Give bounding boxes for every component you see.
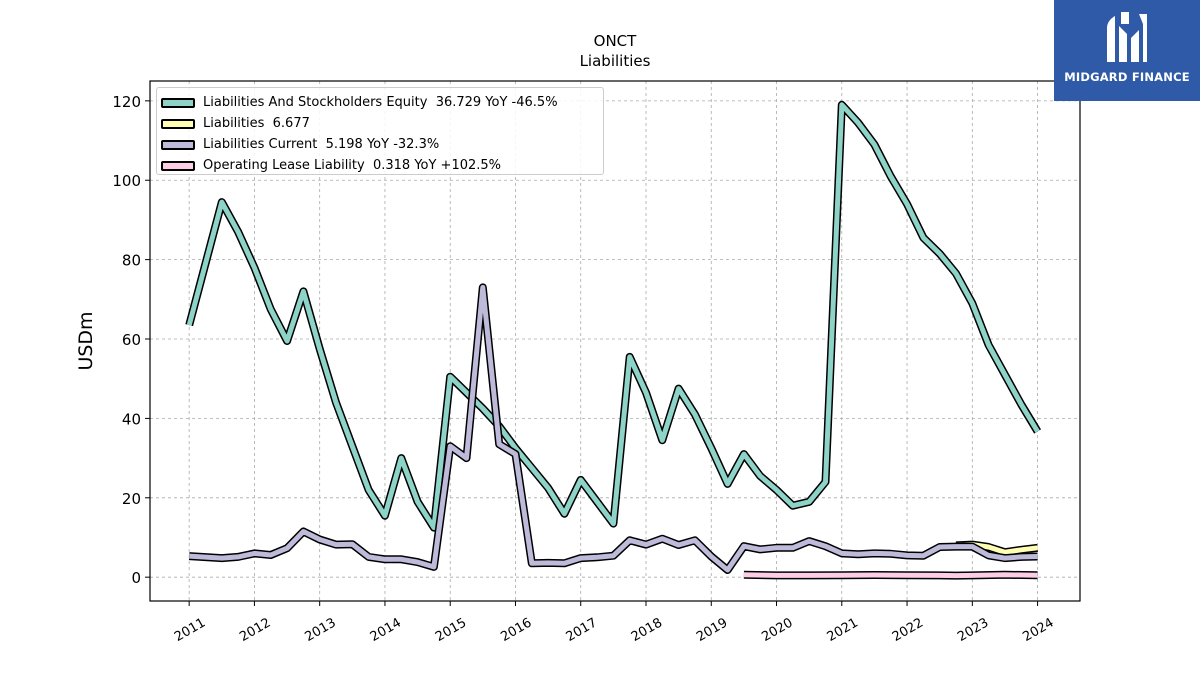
y-tick-label: 20: [122, 490, 141, 508]
chart-subtitle: Liabilities: [579, 52, 651, 70]
series-line: [189, 284, 1038, 573]
x-tick-label: 2011: [172, 615, 208, 645]
y-tick-label: 40: [122, 410, 141, 428]
x-tick-label: 2013: [303, 615, 339, 645]
chart-title-ticker: ONCT: [593, 32, 637, 50]
logo-text: MIDGARD FINANCE: [1064, 70, 1190, 84]
series-liabilities-current: [188, 283, 1038, 574]
x-tick-label: 2019: [694, 615, 730, 645]
y-axis-ticks: 0 20 40 60 80 100 120: [112, 93, 150, 587]
y-tick-label: 100: [112, 172, 141, 190]
brand-logo: MIDGARD FINANCE: [1054, 0, 1200, 101]
y-axis-label: USDm: [75, 311, 97, 370]
grid-lines: [150, 81, 1080, 601]
legend-label: Operating Lease Liability 0.318 YoY +102…: [203, 158, 502, 173]
legend: Liabilities And Stockholders Equity 36.7…: [156, 87, 604, 175]
x-tick-label: 2017: [564, 615, 600, 645]
x-tick-label: 2021: [825, 615, 861, 645]
x-axis-ticks: 2011 2012 2013 2014 2015 2016 2017 2018 2019 2020…: [172, 601, 1057, 645]
series-operating-lease-liability: [743, 570, 1038, 580]
legend-item: Liabilities 6.677: [157, 113, 603, 134]
x-tick-label: 2015: [433, 615, 469, 645]
legend-swatch: [161, 118, 195, 129]
x-tick-label: 2023: [955, 615, 991, 645]
x-tick-label: 2020: [759, 615, 795, 645]
plot-frame: [149, 80, 1081, 602]
x-tick-label: 2014: [368, 615, 404, 645]
x-tick-label: 2024: [1020, 615, 1056, 645]
series-line: [186, 102, 1040, 531]
y-tick-label: 0: [131, 569, 141, 587]
x-tick-label: 2018: [629, 615, 665, 645]
legend-item: Liabilities Current 5.198 YoY -32.3%: [157, 134, 603, 155]
legend-item: Liabilities And Stockholders Equity 36.7…: [157, 92, 603, 113]
legend-swatch: [161, 97, 195, 108]
legend-label: Liabilities 6.677: [203, 116, 310, 131]
x-tick-label: 2022: [890, 615, 926, 645]
logo-mark-icon: [1107, 12, 1147, 62]
series-line: [743, 572, 1038, 579]
legend-item: Operating Lease Liability 0.318 YoY +102…: [157, 155, 603, 176]
series-liabilities-and-stockholders-equity: [185, 100, 1042, 532]
y-tick-label: 60: [122, 331, 141, 349]
series-lines: [185, 100, 1042, 580]
legend-label: Liabilities Current 5.198 YoY -32.3%: [203, 137, 440, 152]
legend-swatch: [161, 139, 195, 150]
legend-swatch: [161, 160, 195, 171]
y-tick-label: 80: [122, 252, 141, 270]
y-tick-label: 120: [112, 93, 141, 111]
x-tick-label: 2016: [498, 615, 534, 645]
legend-label: Liabilities And Stockholders Equity 36.7…: [203, 95, 558, 110]
x-tick-label: 2012: [237, 615, 273, 645]
